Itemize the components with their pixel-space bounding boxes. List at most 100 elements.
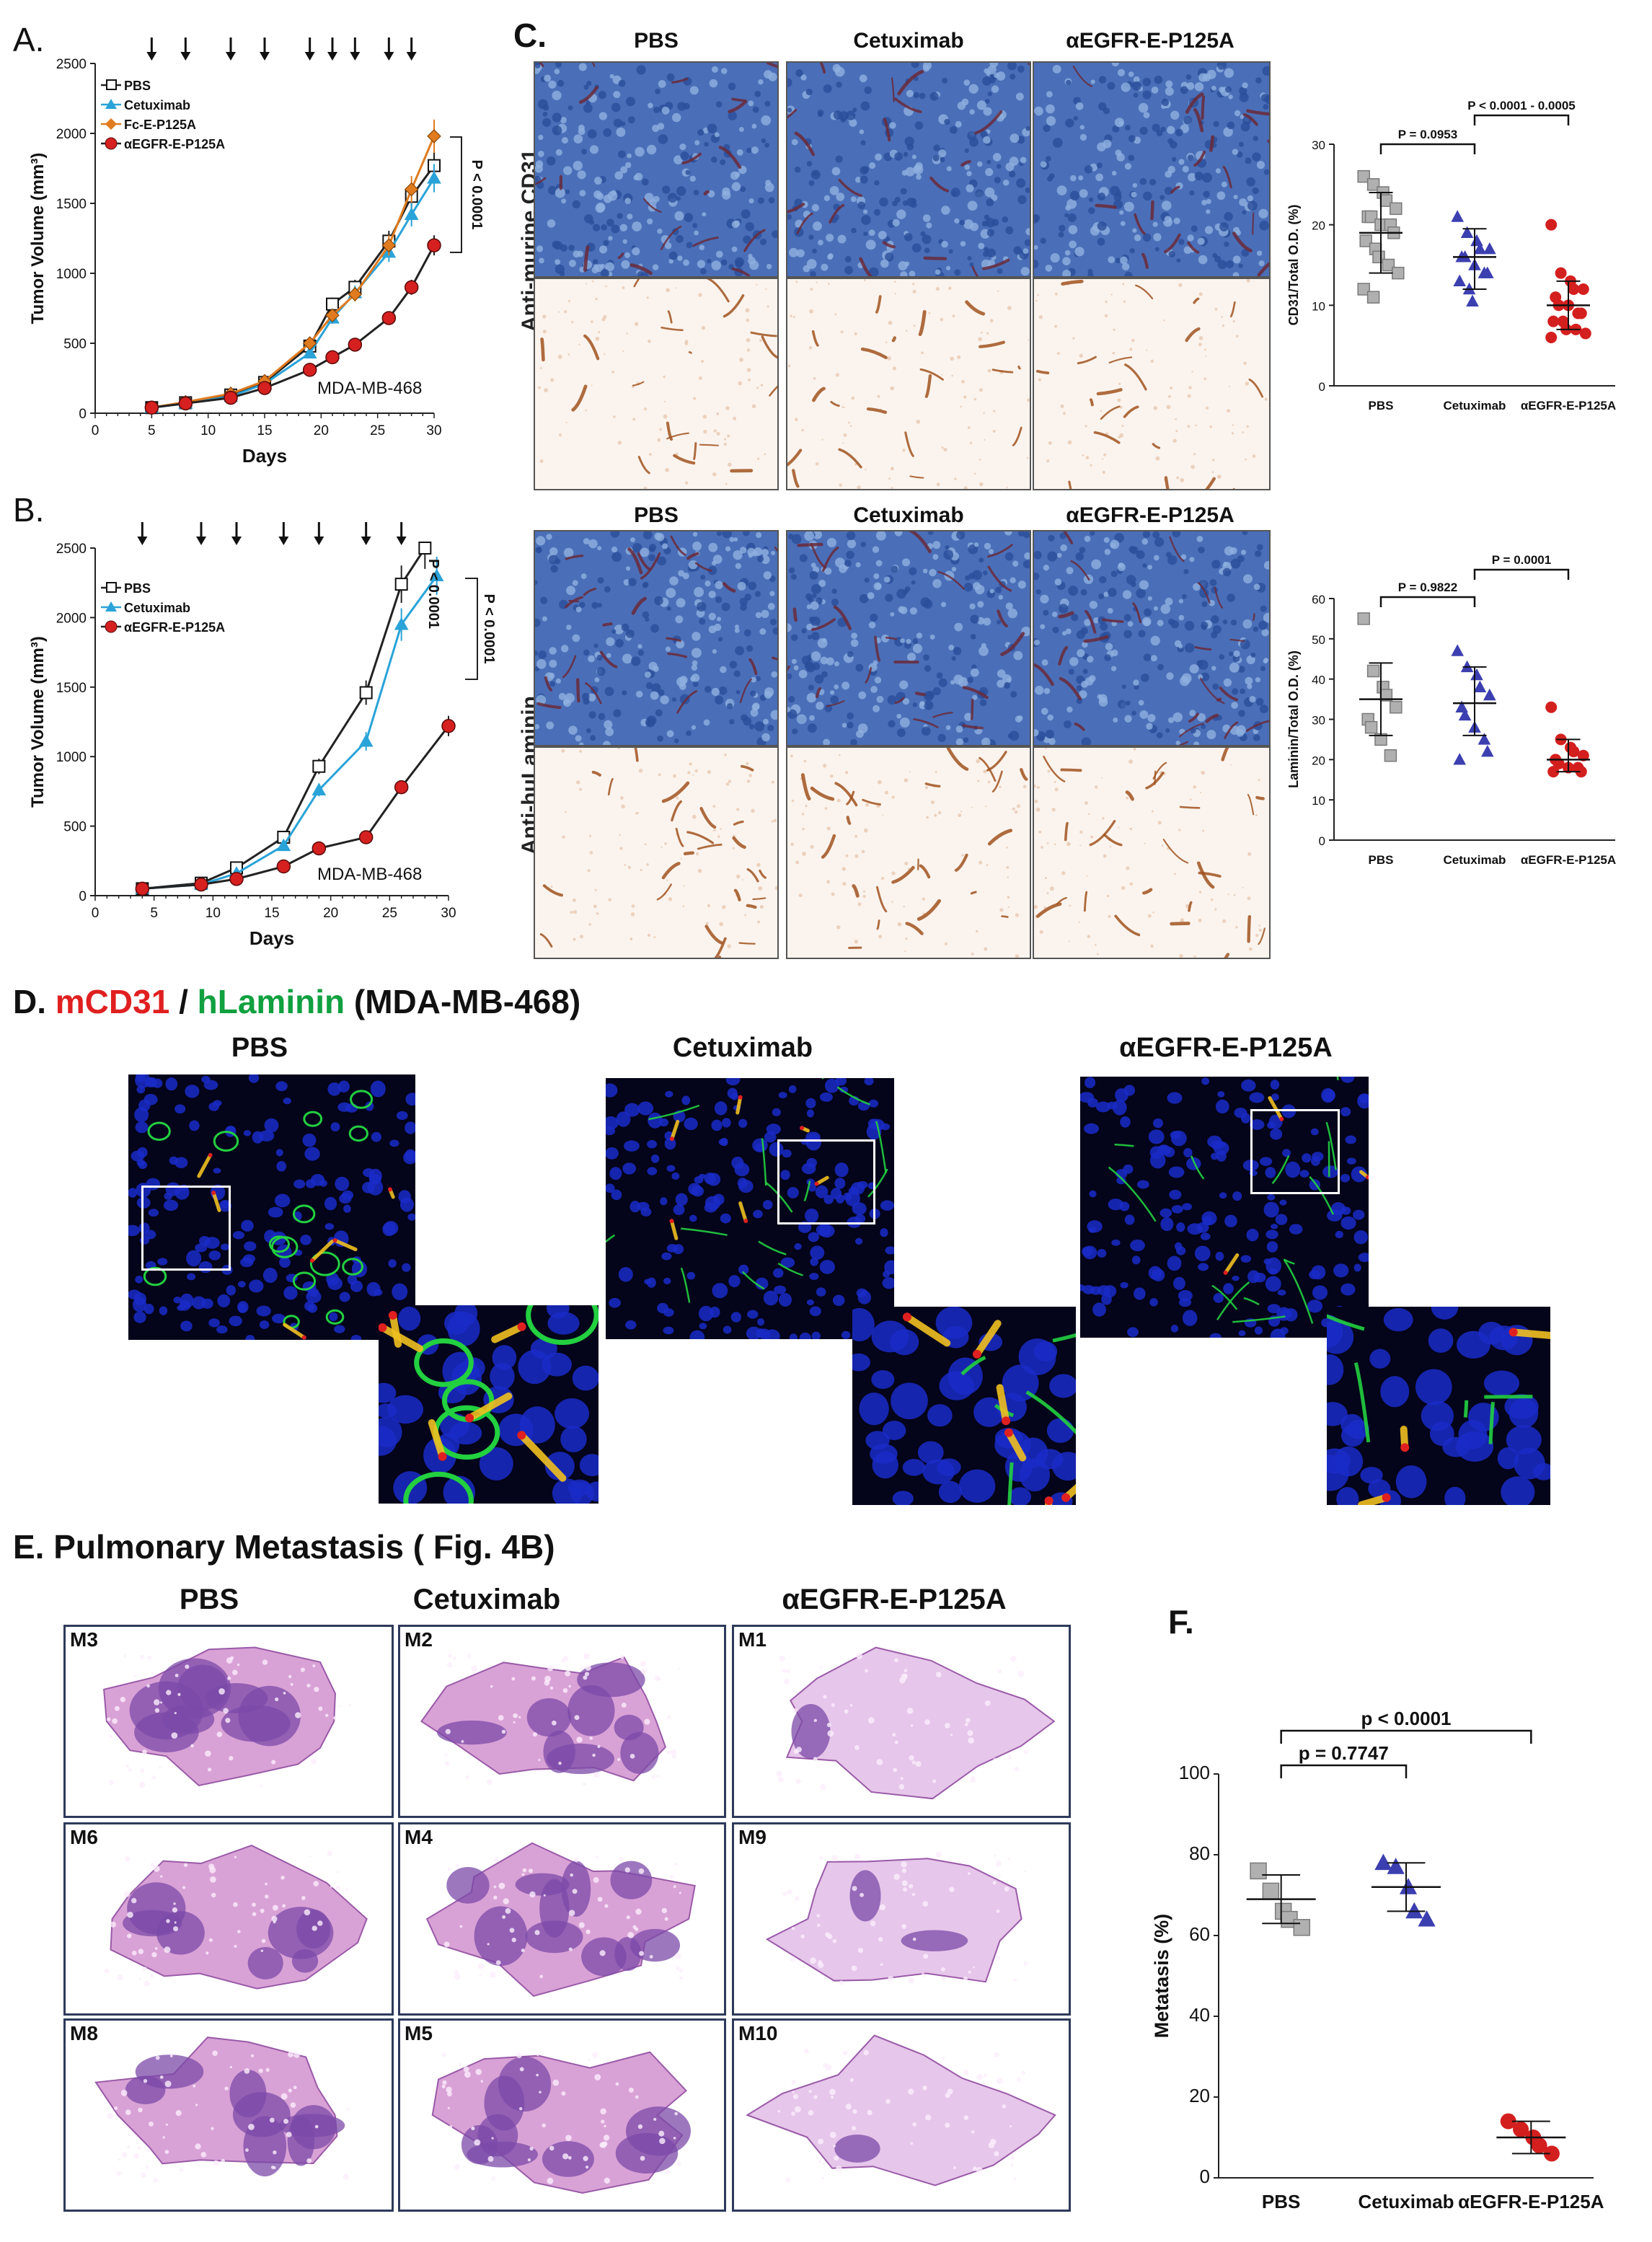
nucleus [808, 596, 814, 603]
alveolar-space [635, 1908, 642, 1915]
nucleus [1240, 688, 1245, 694]
nucleus [722, 531, 732, 539]
nucleus [741, 209, 751, 219]
nucleus [1095, 944, 1097, 946]
dapi-nucleus [728, 1275, 741, 1288]
dapi-nucleus [747, 1310, 759, 1319]
pvalue-label: P < 0.0001 [469, 160, 485, 230]
nucleus [870, 613, 878, 622]
dapi-nucleus [249, 1279, 264, 1293]
nucleus [916, 419, 921, 424]
nucleus [929, 568, 937, 577]
nucleus [1117, 398, 1121, 402]
nucleus [1172, 438, 1177, 443]
alveolar-space [779, 1655, 785, 1662]
nucleus [731, 246, 738, 252]
data-point [394, 578, 408, 591]
nucleus [1045, 265, 1053, 272]
nucleus [740, 604, 747, 612]
nucleus [1262, 66, 1269, 76]
alveolar-space [867, 1717, 875, 1724]
alveolar-space [654, 1675, 660, 1681]
metastatic-nodule [229, 2070, 267, 2118]
vessel-stain [585, 682, 602, 705]
nucleus [732, 847, 735, 849]
data-point [1568, 283, 1580, 295]
alveolar-space [265, 1882, 268, 1886]
vessel-stain [810, 618, 836, 631]
nucleus [738, 381, 743, 386]
nucleus [708, 625, 717, 634]
vessel-stain [987, 544, 1013, 558]
dapi-nucleus [769, 1142, 784, 1157]
nucleus [1035, 588, 1041, 595]
alveolar-space [833, 2145, 836, 2148]
x-tick-label: 15 [257, 423, 272, 438]
dapi-nucleus [665, 1090, 673, 1098]
alveolar-space [225, 1718, 231, 1724]
cd31-colocalized [736, 1095, 743, 1115]
alveolar-space [172, 1907, 178, 1913]
dapi-nucleus [1085, 1077, 1096, 1089]
alveolar-space [945, 1723, 950, 1729]
nucleus [1139, 126, 1148, 136]
dapi-nucleus [859, 1393, 889, 1426]
nucleus [1074, 247, 1085, 257]
nucleus [1184, 620, 1195, 631]
nucleus [697, 868, 702, 873]
alveolar-space [604, 1904, 609, 1908]
zoom-box-pbs [141, 1186, 231, 1271]
data-point [1483, 688, 1496, 701]
vessel-stain [1229, 301, 1236, 318]
nucleus [862, 166, 870, 173]
alveolar-space [880, 1963, 883, 1967]
alveolar-space [474, 2139, 481, 2146]
nucleus [1172, 531, 1181, 538]
nucleus [821, 671, 828, 678]
alveolar-space [964, 1722, 968, 1726]
nucleus [1007, 896, 1010, 899]
vessel-stain [979, 340, 1005, 348]
alveolar-space [288, 2088, 292, 2093]
nucleus [800, 74, 807, 81]
nucleus [1210, 898, 1214, 901]
nucleus [764, 691, 772, 699]
nucleus [1180, 86, 1188, 94]
vessel-stain [578, 86, 598, 104]
nucleus [716, 531, 723, 537]
nucleus [1242, 886, 1244, 889]
nucleus [748, 723, 755, 730]
nucleus [1129, 248, 1135, 254]
dapi-nucleus [1080, 1284, 1085, 1292]
vessel-stain [1095, 203, 1117, 209]
alveolar-space [206, 1951, 209, 1955]
dapi-nucleus [1340, 1077, 1355, 1083]
nucleus [1064, 250, 1071, 256]
nucleus [716, 431, 720, 436]
alveolar-space [894, 1658, 898, 1663]
nucleus [1153, 406, 1158, 410]
dapi-nucleus [1395, 1465, 1427, 1499]
dapi-nucleus [738, 1264, 749, 1275]
nucleus [588, 711, 596, 719]
vessel-stain [1179, 806, 1201, 809]
nucleus [671, 112, 681, 123]
alveolar-space [442, 2052, 446, 2057]
nucleus [817, 637, 828, 648]
laminin-vessel [1108, 1166, 1157, 1222]
metastatic-nodule [243, 2116, 287, 2177]
alveolar-space [109, 1780, 115, 1786]
alveolar-space [912, 2122, 917, 2127]
vessel-stain [759, 869, 767, 879]
alveolar-space [480, 2080, 484, 2083]
alveolar-space [664, 1917, 668, 1921]
alveolar-space [283, 1691, 286, 1695]
nucleus [836, 193, 845, 201]
dapi-nucleus [663, 1326, 674, 1335]
dapi-nucleus [854, 1214, 866, 1224]
nucleus [535, 579, 538, 586]
vessel-stain [962, 686, 989, 699]
data-point [144, 400, 159, 415]
dapi-nucleus [136, 1159, 146, 1167]
